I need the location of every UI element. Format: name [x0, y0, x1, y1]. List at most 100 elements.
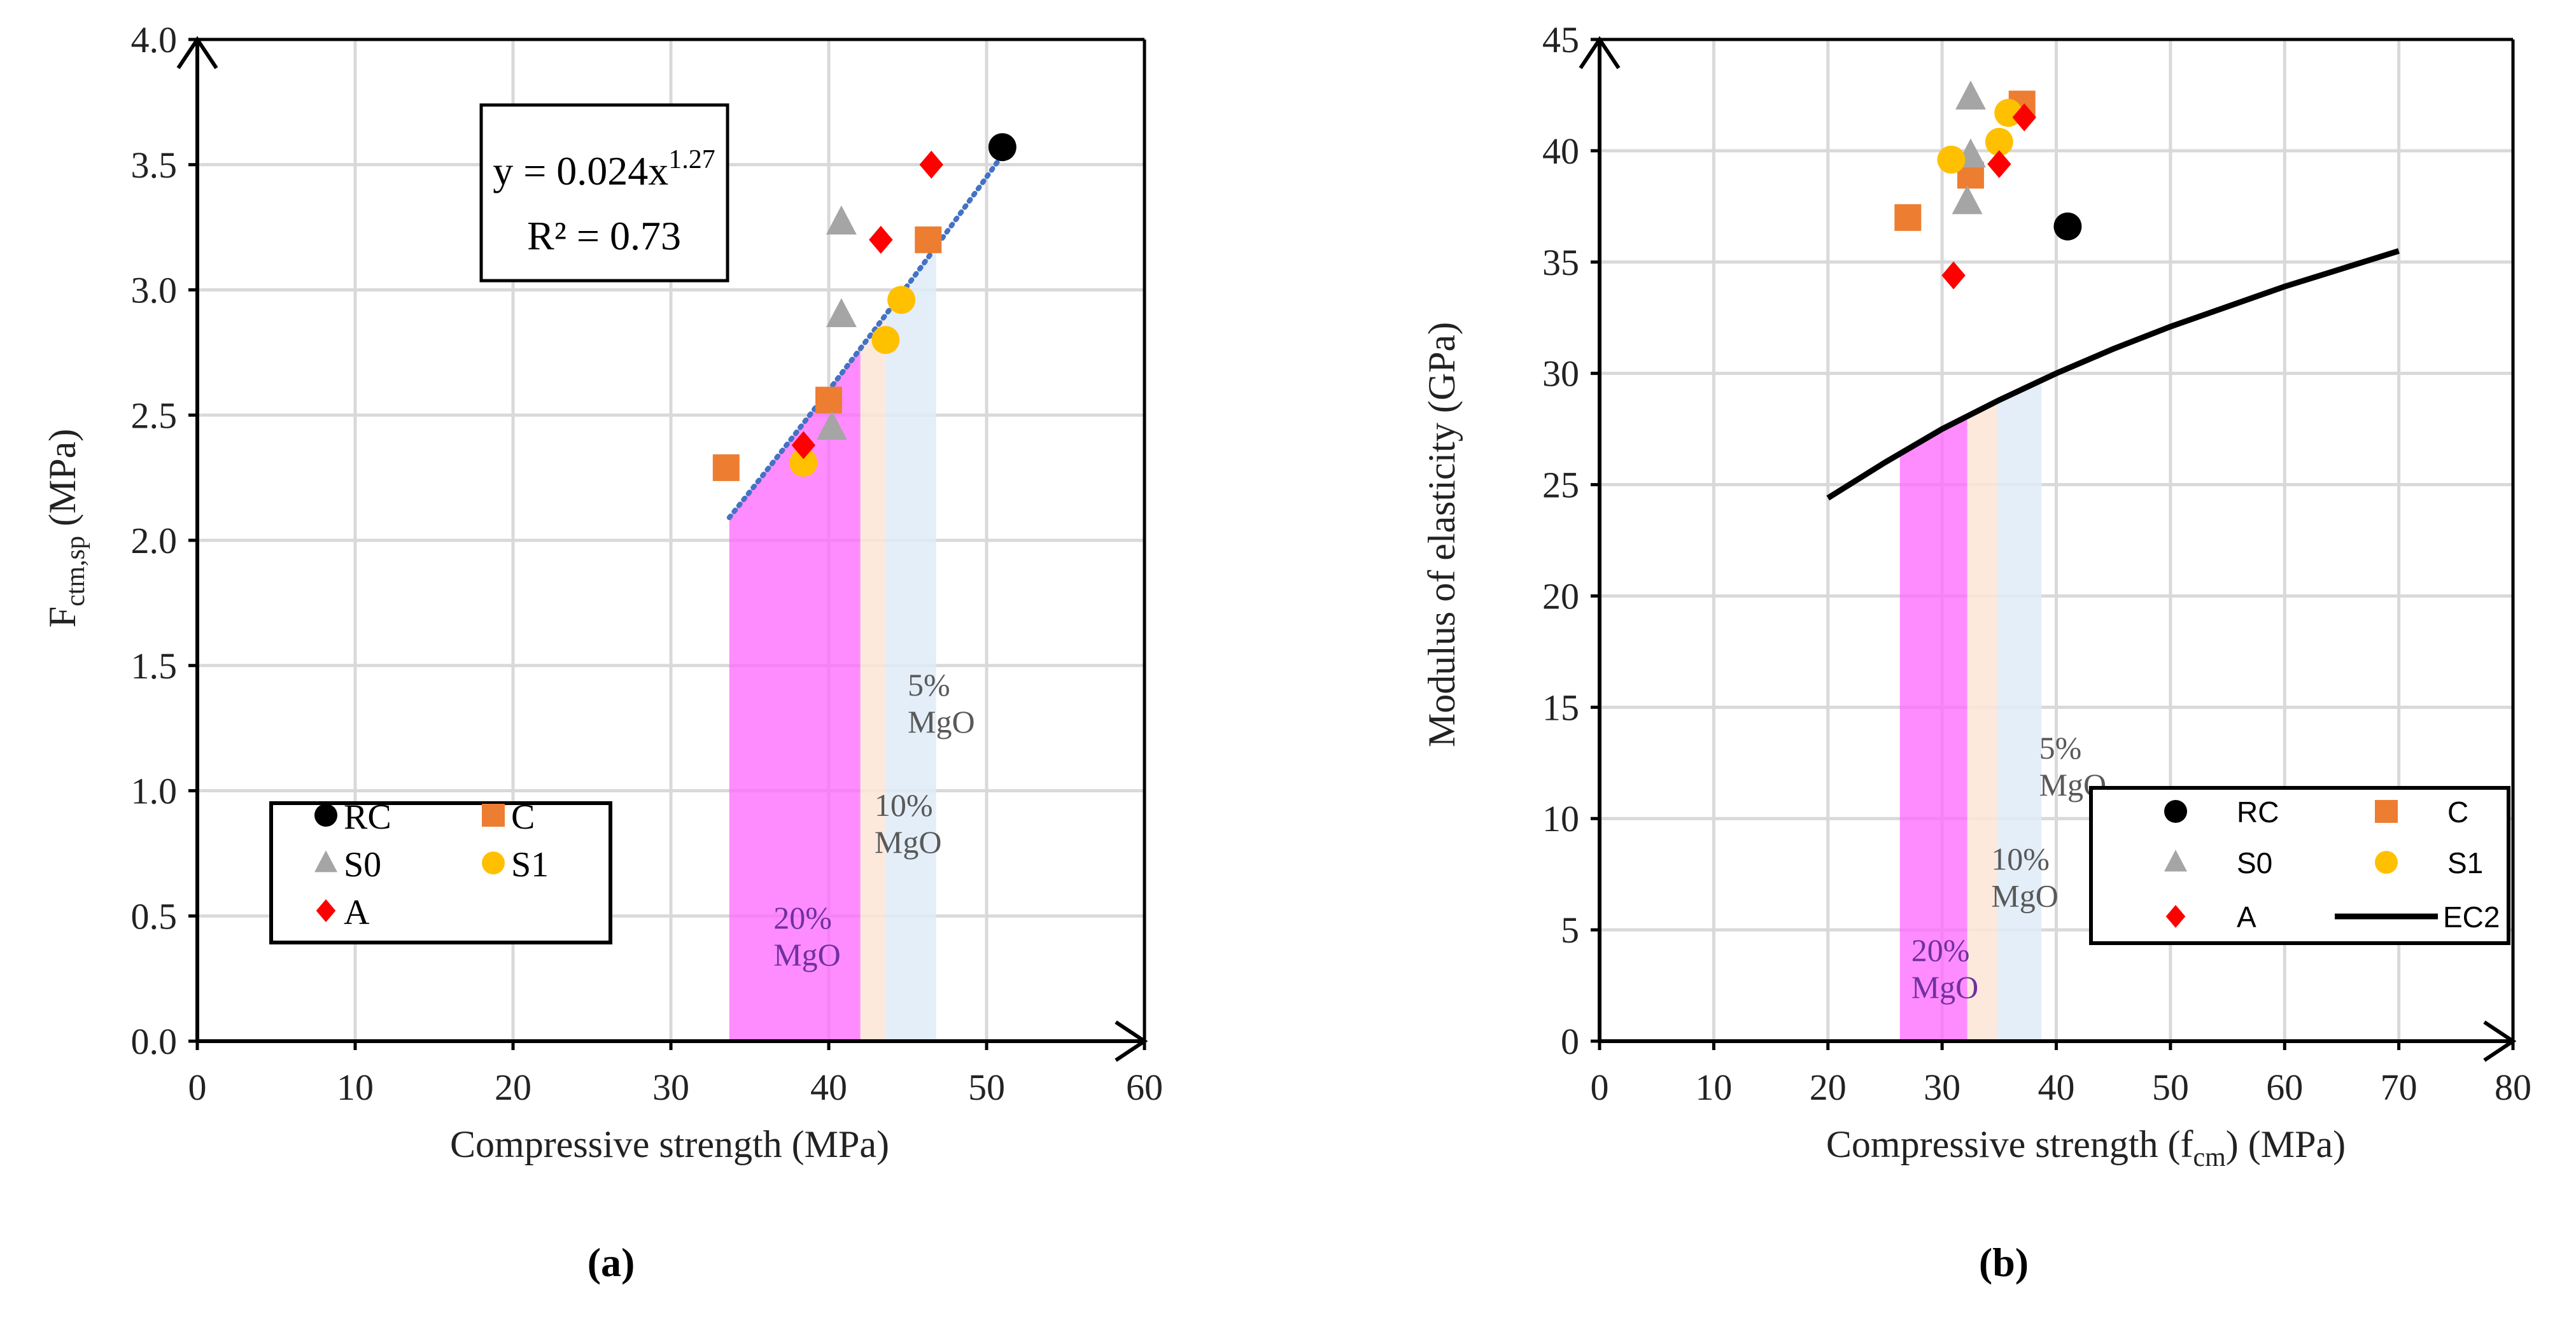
point-s1: [887, 286, 916, 314]
ec2-line: [1826, 248, 2400, 501]
mgo-band-0: [1899, 416, 1967, 1041]
point-c: [915, 226, 942, 253]
y-tick-label: 0.0: [131, 1021, 178, 1062]
band-label-mgo: MgO: [1991, 878, 2059, 914]
x-axis-label: Compressive strength (fcm) (MPa): [1826, 1123, 2346, 1172]
band-label-mgo: MgO: [773, 937, 841, 972]
legend-marker-rc: [314, 804, 337, 827]
point-c: [712, 454, 740, 481]
legend-label: S0: [344, 845, 381, 885]
point-c: [1894, 204, 1922, 231]
band-label: 10% MgO: [875, 787, 942, 860]
legend-marker-s1: [2375, 851, 2398, 874]
equation-text: y = 0.024x: [493, 148, 668, 193]
legend-marker-c: [482, 804, 505, 827]
legend-label: EC2: [2443, 901, 2500, 934]
legend-label: A: [2237, 901, 2256, 934]
x-tick-label: 20: [495, 1067, 531, 1108]
y-tick-label: 10: [1542, 798, 1579, 839]
x-tick-label: 80: [2495, 1067, 2531, 1108]
legend-label: S1: [511, 845, 549, 885]
y-tick-label: 3.0: [131, 270, 178, 311]
point-s1: [1937, 145, 1966, 174]
point-a: [1941, 261, 1966, 290]
x-tick-label: 20: [1810, 1067, 1847, 1108]
mgo-band-0: [729, 348, 861, 1041]
y-tick-label: 3.5: [131, 144, 178, 186]
point-a: [791, 431, 816, 459]
y-tick-label: 2.0: [131, 520, 178, 561]
x-tick-label: 50: [2152, 1067, 2189, 1108]
y-tick-label: 30: [1542, 353, 1579, 395]
trendline-equation: y = 0.024x1.27: [493, 145, 715, 193]
y-axis-label: Fctm,sp (MPa): [41, 429, 90, 628]
point-c: [815, 386, 842, 414]
legend-marker-c: [2375, 800, 2398, 823]
x-tick-label: 10: [1695, 1067, 1732, 1108]
legend-label: A: [344, 893, 370, 932]
mgo-band-1: [1967, 401, 1997, 1041]
r-squared: R² = 0.73: [527, 213, 681, 258]
x-axis-label-sub: cm: [2193, 1143, 2226, 1172]
y-tick-label: 40: [1542, 130, 1579, 172]
legend-label: RC: [2237, 796, 2279, 829]
point-a: [869, 225, 893, 254]
band-label: 20% MgO: [773, 900, 841, 972]
legend-label: C: [2447, 796, 2468, 829]
point-a: [2012, 103, 2036, 132]
band-label: 10% MgO: [1991, 841, 2059, 914]
legend-label: S1: [2447, 846, 2483, 880]
band-label: 5% MgO: [908, 667, 975, 740]
y-tick-label: 15: [1542, 687, 1579, 728]
x-tick-label: 40: [2038, 1067, 2075, 1108]
y-tick-label: 5: [1561, 909, 1579, 951]
x-tick-label: 60: [1126, 1067, 1163, 1108]
point-rc: [988, 133, 1017, 162]
x-tick-label: 30: [1924, 1067, 1960, 1108]
mgo-band-2: [1997, 380, 2042, 1041]
point-s0: [1955, 80, 1986, 110]
band-label-pct: 20%: [773, 900, 832, 936]
x-tick-label: 40: [810, 1067, 847, 1108]
point-s0: [826, 298, 857, 328]
y-tick-label: 1.0: [131, 771, 178, 812]
y-axis-label-unit: (MPa): [41, 429, 83, 536]
band-label-pct: 5%: [2039, 730, 2082, 766]
y-axis-label-sub: ctm,sp: [61, 536, 90, 606]
legend-marker-s1: [482, 852, 505, 874]
mgo-band-1: [860, 314, 886, 1041]
band-label-pct: 20%: [1911, 932, 1970, 968]
legend-marker-s0: [314, 850, 337, 873]
x-tick-label: 10: [337, 1067, 374, 1108]
legend-label: C: [511, 797, 535, 837]
point-s1: [1985, 127, 2013, 156]
point-s1: [871, 326, 900, 354]
y-tick-label: 25: [1542, 465, 1579, 506]
equation-box: [479, 103, 729, 283]
y-tick-label: 35: [1542, 242, 1579, 283]
legend-marker-a: [316, 899, 336, 922]
point-a: [919, 150, 943, 179]
band-label-mgo: MgO: [875, 824, 942, 860]
y-tick-label: 1.5: [131, 645, 178, 687]
band-label-mgo: MgO: [908, 704, 975, 740]
x-tick-label: 30: [652, 1067, 689, 1108]
band-label: 20% MgO: [1911, 932, 1979, 1005]
mgo-band-2: [885, 246, 936, 1041]
legend-label: S0: [2237, 846, 2272, 880]
band-label-pct: 10%: [875, 787, 933, 823]
band-label-pct: 10%: [1991, 841, 2050, 877]
legend-marker-rc: [2164, 800, 2187, 823]
point-s0: [826, 205, 857, 235]
point-s0: [816, 410, 847, 440]
x-tick-label: 70: [2381, 1067, 2418, 1108]
x-axis-label: Compressive strength (MPa): [450, 1123, 889, 1165]
band-label-mgo: MgO: [1911, 969, 1979, 1005]
legend-marker-a: [2165, 905, 2186, 928]
x-axis-label-end: ) (MPa): [2226, 1123, 2346, 1165]
legend-b: [2089, 786, 2510, 945]
power-trendline: [726, 152, 1005, 521]
